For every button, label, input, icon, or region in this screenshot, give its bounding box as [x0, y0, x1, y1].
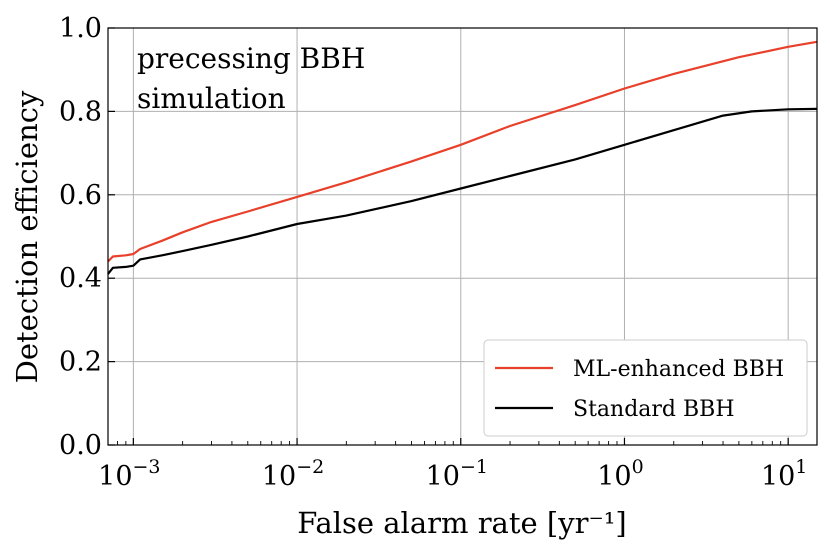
annotation-line-1: precessing BBH — [137, 42, 365, 75]
y-tick-label: 0.6 — [59, 180, 102, 211]
legend-label-standard: Standard BBH — [573, 397, 735, 422]
y-axis-label: Detection efficiency — [10, 90, 44, 383]
annotation-line-2: simulation — [137, 82, 286, 115]
ticks: 0.0 0.2 0.4 0.6 0.8 1.0 10−3 10−2 10−1 100 101 — [59, 13, 807, 492]
x-tick-label: 10−2 — [262, 456, 324, 492]
series-layer — [107, 40, 818, 275]
x-tick-label: 101 — [761, 456, 807, 492]
x-tick-label: 100 — [597, 456, 643, 492]
y-tick-label: 1.0 — [59, 13, 102, 44]
x-axis-label: False alarm rate [yr⁻¹] — [297, 506, 626, 540]
plot-frame — [107, 27, 818, 446]
y-tick-label: 0.8 — [59, 96, 102, 127]
legend-box — [483, 339, 808, 437]
series-line-ml-enhanced-bbh — [107, 40, 818, 263]
x-tick-label: 10−3 — [98, 456, 160, 492]
y-tick-label: 0.4 — [59, 263, 102, 294]
y-tick-label: 0.0 — [59, 430, 102, 461]
legend: ML-enhanced BBH Standard BBH — [483, 339, 808, 437]
y-tick-label: 0.2 — [59, 347, 102, 378]
x-tick-label: 10−1 — [426, 456, 488, 492]
legend-label-ml-enhanced: ML-enhanced BBH — [573, 357, 784, 382]
series-line-standard-bbh — [107, 107, 818, 275]
